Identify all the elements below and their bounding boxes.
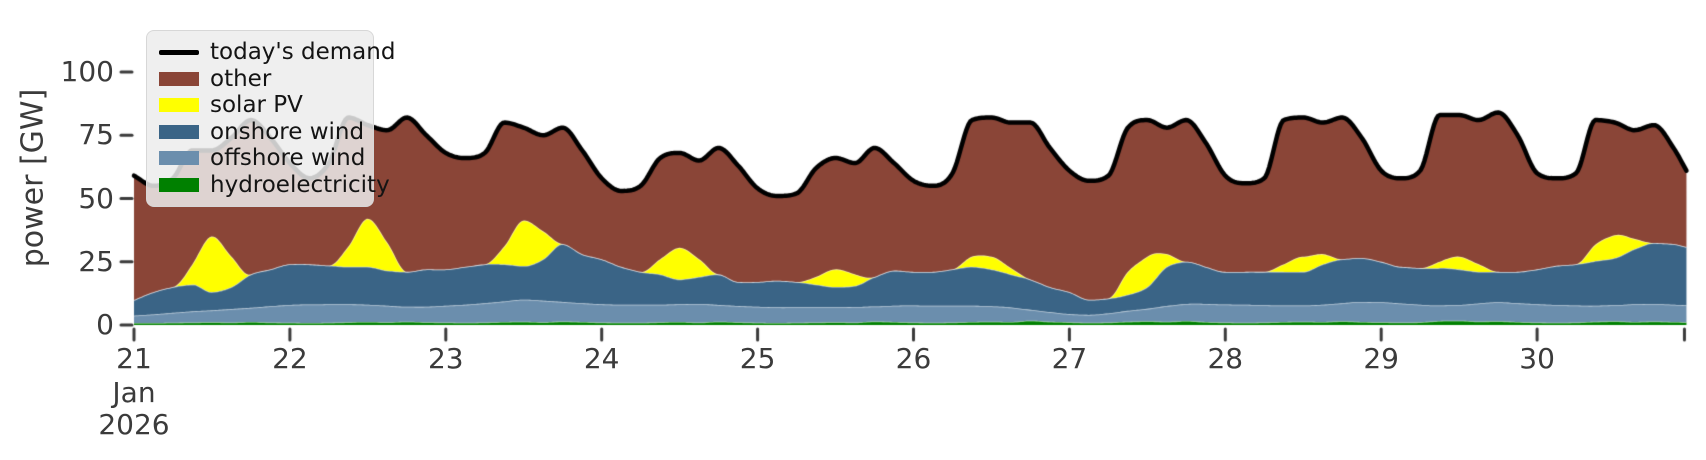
xtick-label-30: 30 (1519, 342, 1555, 375)
legend-item-solar-pv: solar PV (159, 92, 373, 119)
legend-label: today's demand (210, 39, 396, 66)
xtick-label-28: 28 (1207, 342, 1244, 375)
ytick-label-0: 0 (96, 308, 114, 341)
ytick-label-50: 50 (78, 181, 114, 215)
ytick-label-25: 25 (78, 244, 114, 278)
legend-item-onshore-wind: onshore wind (159, 119, 373, 146)
xtick-label-29: 29 (1363, 342, 1399, 375)
legend-swatch-hydroelectricity (159, 177, 199, 192)
y-axis-label: power [GW] (15, 88, 51, 268)
legend-item-hydroelectricity: hydroelectricity (159, 172, 390, 199)
legend-label: onshore wind (210, 118, 365, 145)
legend: today's demand other solar PV onshore wind o… (146, 30, 395, 207)
x-axis-month-label: Jan (112, 376, 156, 409)
legend-label: other (210, 65, 272, 92)
xtick-label-21: 21 (116, 342, 152, 375)
xtick-label-26: 26 (895, 342, 932, 375)
legend-swatch-other (159, 71, 199, 86)
legend-item-offshore-wind: offshore wind (159, 145, 373, 172)
legend-swatch-onshore-wind (159, 124, 199, 139)
ytick-label-75: 75 (78, 118, 114, 152)
legend-item-today-s-demand: today's demand (159, 39, 395, 66)
ytick-label-100: 100 (60, 55, 114, 88)
xtick-label-27: 27 (1051, 342, 1088, 375)
legend-label: offshore wind (210, 145, 366, 172)
xtick-label-24: 24 (583, 342, 620, 375)
xtick-label-22: 22 (272, 342, 308, 375)
legend-label: hydroelectricity (210, 171, 390, 198)
legend-item-other: other (159, 66, 373, 93)
x-axis-year-label: 2026 (98, 408, 170, 441)
legend-swatch-offshore-wind (159, 151, 199, 166)
xtick-label-25: 25 (739, 342, 776, 375)
legend-label: solar PV (210, 92, 303, 119)
legend-swatch-solar-pv (159, 98, 199, 113)
legend-swatch-today-s-demand (159, 49, 199, 55)
xtick-label-23: 23 (427, 342, 464, 375)
